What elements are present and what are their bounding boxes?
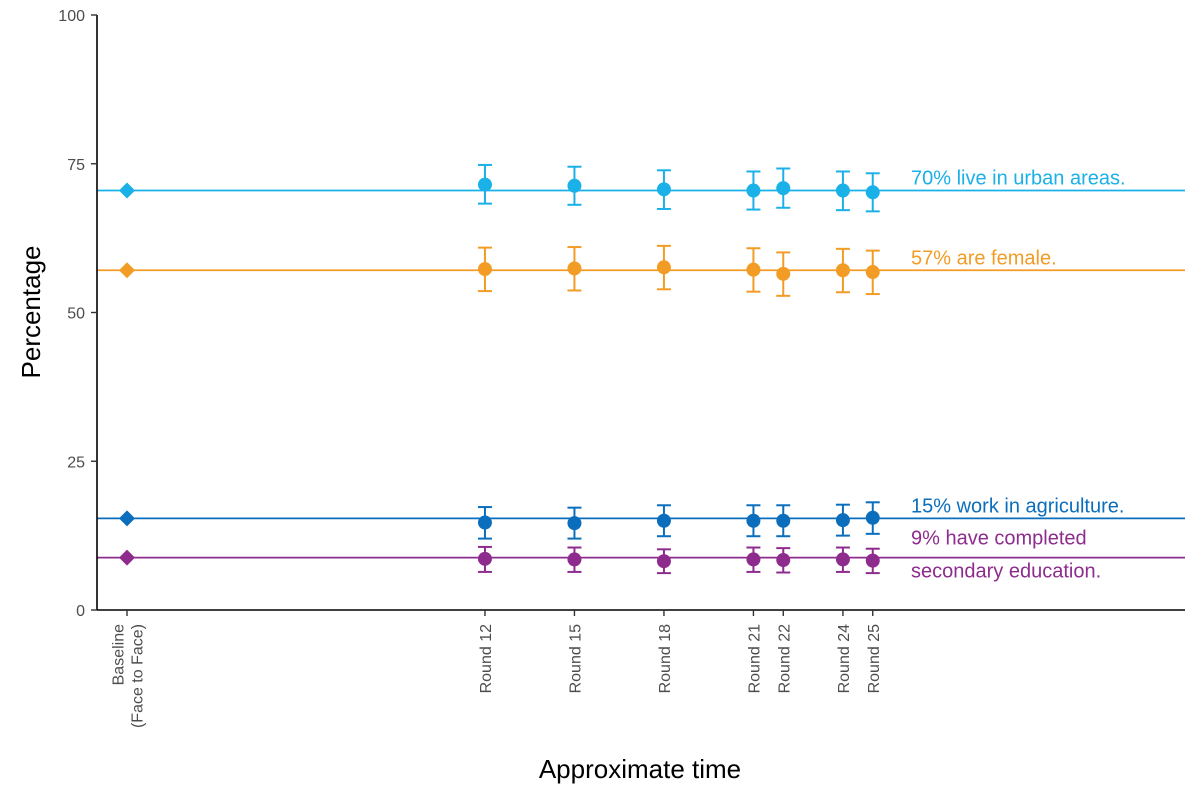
female-baseline-point — [119, 262, 135, 279]
urban-point — [865, 185, 880, 200]
agriculture-point — [835, 513, 850, 528]
urban-point — [656, 182, 671, 197]
agriculture-point — [776, 513, 791, 528]
education-label: 9% have completed — [911, 528, 1087, 550]
error-bars-layer — [477, 163, 880, 575]
education-point — [656, 554, 671, 569]
x-tick-label: Baseline — [111, 624, 128, 685]
female-point — [746, 262, 761, 277]
x-tick-label: Round 25 — [866, 624, 883, 693]
urban-point — [835, 183, 850, 198]
y-tick-label: 25 — [67, 454, 85, 471]
education-point — [835, 552, 850, 567]
female-point — [835, 263, 850, 278]
urban-point — [567, 178, 582, 193]
education-point — [477, 551, 492, 566]
agriculture-label: 15% work in agriculture. — [911, 495, 1124, 517]
agriculture-point — [746, 513, 761, 528]
female-point — [865, 265, 880, 280]
female-point — [776, 266, 791, 281]
education-label: secondary education. — [911, 561, 1101, 583]
urban-point — [776, 181, 791, 196]
education-baseline-point — [119, 549, 135, 566]
x-tick-label: Round 21 — [746, 624, 763, 693]
y-tick-label: 50 — [67, 306, 85, 323]
y-axis-title: Percentage — [16, 246, 46, 379]
agriculture-point — [865, 510, 880, 525]
series-labels-layer: 70% live in urban areas. 57% are female. 1… — [911, 168, 1126, 583]
urban-point — [746, 183, 761, 198]
education-point — [746, 552, 761, 567]
urban-label: 70% live in urban areas. — [911, 168, 1126, 190]
x-tick-label: Round 15 — [567, 624, 584, 693]
x-tick-label: Round 24 — [836, 624, 853, 693]
female-point — [477, 262, 492, 277]
data-points-layer — [119, 177, 880, 569]
reference-lines-layer — [97, 189, 1185, 559]
agriculture-point — [567, 516, 582, 531]
y-tick-label: 75 — [67, 157, 85, 174]
agriculture-baseline-point — [119, 510, 135, 527]
female-point — [567, 261, 582, 276]
agriculture-point — [656, 513, 671, 528]
axes-layer: 0 25 50 75 100 Baseline (Face to Face) Round 12… — [58, 8, 1185, 728]
y-tick-label: 0 — [76, 603, 85, 620]
agriculture-point — [477, 515, 492, 530]
urban-point — [477, 177, 492, 192]
female-label: 57% are female. — [911, 247, 1057, 269]
x-tick-label: Round 12 — [478, 624, 495, 693]
education-point — [865, 553, 880, 568]
education-point — [776, 553, 791, 568]
x-tick-label: Round 22 — [776, 624, 793, 693]
x-tick-label: (Face to Face) — [130, 624, 147, 728]
female-point — [656, 260, 671, 275]
education-point — [567, 552, 582, 567]
x-axis-title: Approximate time — [539, 754, 741, 784]
x-tick-label: Round 18 — [657, 624, 674, 693]
urban-baseline-point — [119, 182, 135, 199]
y-tick-label: 100 — [58, 8, 85, 25]
